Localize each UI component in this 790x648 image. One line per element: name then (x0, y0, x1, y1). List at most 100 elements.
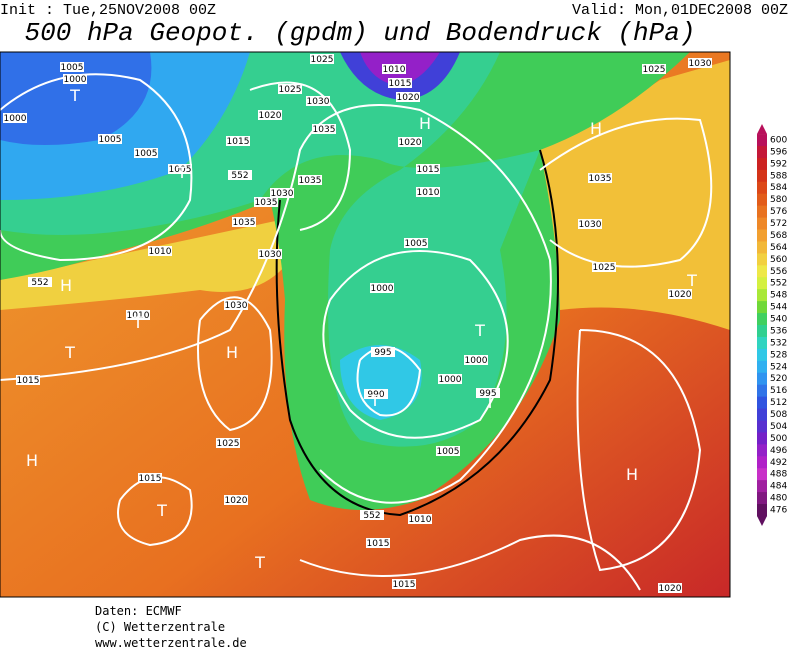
pressure-center: T (64, 343, 75, 362)
legend-swatch (757, 241, 767, 254)
legend-label: 480 (770, 494, 787, 504)
isobar-label-group: 1035 (312, 124, 336, 135)
isobar-label-group: 1030 (306, 96, 330, 107)
isobar-label: 1035 (299, 176, 322, 186)
isobar-label-group: 1020 (224, 495, 248, 506)
isobar-label-group: 1005 (134, 148, 158, 159)
isobar-label-bg (642, 64, 666, 74)
isobar-label: 1025 (593, 263, 616, 273)
isobar-label: 1015 (17, 376, 40, 386)
isobar-label: 1025 (311, 55, 334, 65)
legend-arrow-top (757, 124, 767, 135)
legend-label: 512 (770, 398, 787, 408)
isobar-label-bg (254, 197, 278, 207)
legend-swatch (757, 181, 767, 195)
isobar-label-bg (588, 173, 612, 183)
isobar-label-bg (226, 136, 250, 146)
isobar-label: 1010 (149, 247, 172, 257)
isobar-label: 1005 (99, 135, 122, 145)
isobar-label-bg (216, 438, 240, 448)
isobar-label-bg (436, 446, 460, 456)
isobar-label-bg (371, 347, 395, 357)
isobar (249, 81, 352, 231)
legend-swatch (757, 217, 767, 231)
isobar-label-bg (16, 375, 40, 385)
isobar-label-bg (224, 300, 248, 310)
legend-swatch (757, 408, 767, 421)
pressure-center: T (176, 163, 187, 182)
isobar-label-group: 1035 (588, 173, 612, 184)
legend-label: 552 (770, 279, 787, 289)
isobar-label: 1035 (233, 218, 256, 228)
isobar-label: 1005 (135, 149, 158, 159)
legend-swatch (757, 169, 767, 183)
isobar-label-group: 1035 (298, 175, 322, 186)
legend-swatch (757, 253, 767, 266)
isobar-label-bg (258, 249, 282, 259)
isobar-label: 1000 (371, 284, 394, 294)
isobar-label-bg (310, 54, 334, 64)
isobar-label-group: 1025 (278, 84, 302, 95)
legend-label: 572 (770, 219, 787, 229)
isobar-label-bg (224, 495, 248, 505)
isobar-label-group: 1020 (658, 583, 682, 594)
isobar-label: 1020 (225, 496, 248, 506)
isobar-label-bg (364, 389, 388, 399)
isobar (0, 104, 552, 504)
pressure-center: H (626, 465, 638, 484)
legend-label: 596 (770, 147, 787, 157)
isobar-label-bg (392, 579, 416, 589)
isobar-label-group: 1030 (578, 219, 602, 230)
legend-swatch (757, 360, 767, 374)
isobar-label-group: 1000 (464, 355, 488, 366)
isobar-label-bg (60, 62, 84, 72)
isobar-label: 1015 (389, 79, 412, 89)
pressure-center: T (69, 86, 80, 105)
isobar-label-bg (360, 510, 384, 520)
isobar-label-bg (658, 583, 682, 593)
legend-label: 556 (770, 267, 787, 277)
legend-label: 564 (770, 243, 787, 253)
isobar-label-group: 1035 (232, 217, 256, 228)
init-time: Init : Tue,25NOV2008 00Z (0, 2, 216, 19)
pressure-center: T (686, 271, 697, 290)
map-title: 500 hPa Geopot. (gpdm) und Bodendruck (h… (25, 18, 696, 48)
isobar-label-bg (148, 246, 172, 256)
legend-label: 532 (770, 338, 787, 348)
isobar-label: 1000 (4, 114, 27, 124)
isobar (299, 534, 641, 591)
legend-arrow-bottom (757, 515, 767, 526)
legend-swatch (757, 384, 767, 398)
pressure-center: T (254, 553, 265, 572)
isobar-label-group: 1030 (688, 58, 712, 69)
isobar-label-bg (592, 262, 616, 272)
isobar-label: 1035 (255, 198, 278, 208)
cyan-core (340, 345, 422, 420)
isobar-label-bg (688, 58, 712, 68)
isobar-label: 1005 (405, 239, 428, 249)
legend-swatch (757, 134, 767, 147)
isobar-label-group: 995 (371, 347, 395, 358)
isobar-label-bg (398, 137, 422, 147)
valid-time: Valid: Mon,01DEC2008 00Z (572, 2, 788, 19)
isobar-label: 1005 (61, 63, 84, 73)
isobar-label-group: 1005 (60, 62, 84, 73)
map-area: 1005 1000 1000 1005 1005 1005 1010 1010 1015 1015… (0, 52, 730, 597)
isobar-label-bg (258, 110, 282, 120)
legend-swatch (757, 396, 767, 410)
isobar-label-bg (28, 277, 52, 287)
yellow-band (0, 220, 290, 310)
legend-label: 476 (770, 506, 787, 516)
isobar-label: 1010 (409, 515, 432, 525)
legend-swatch (757, 420, 767, 433)
legend-label: 500 (770, 434, 787, 444)
map-labels: 1005 1000 1000 1005 1005 1005 1010 1010 1015 1015… (3, 54, 712, 594)
footer-line: Daten: ECMWF (95, 604, 182, 618)
isobar-label-bg (138, 473, 162, 483)
isobar-label-bg (404, 238, 428, 248)
legend-label: 588 (770, 171, 787, 181)
isobar-label-bg (438, 374, 462, 384)
isobar-label-group: 1005 (436, 446, 460, 457)
isobar-label-group: 552 (28, 277, 52, 288)
